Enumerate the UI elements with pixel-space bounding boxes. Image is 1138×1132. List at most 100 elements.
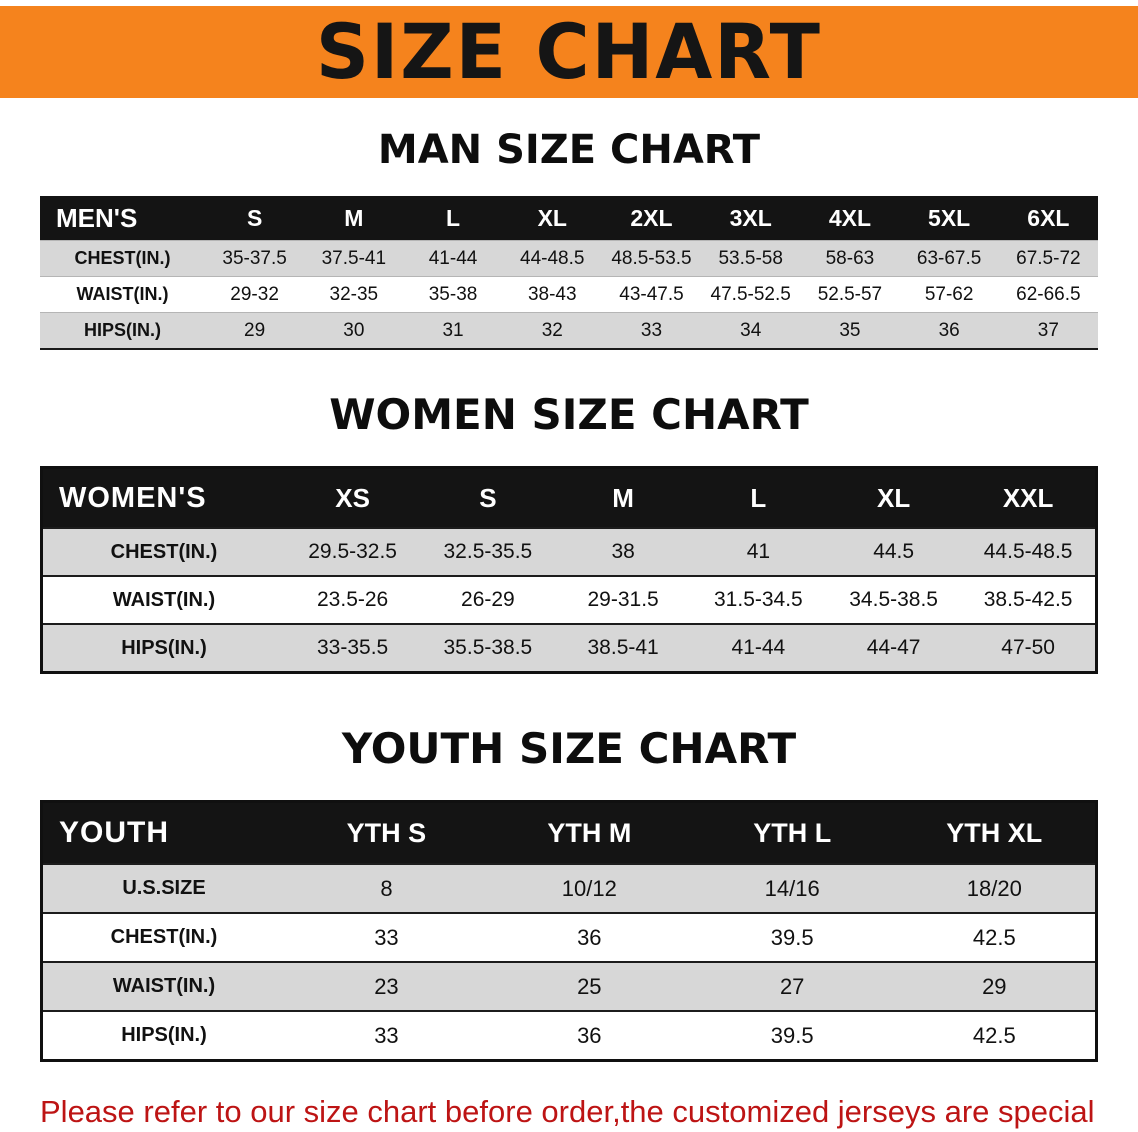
size-column-header: 2XL <box>601 196 702 241</box>
table-title-cell: WOMEN'S <box>41 467 285 528</box>
table-row: HIPS(IN.) 29 30 31 32 33 34 35 36 37 <box>40 312 1098 349</box>
size-value-cell: 25 <box>487 961 691 1011</box>
size-column-header: 6XL <box>998 196 1098 241</box>
row-label: CHEST(IN.) <box>41 527 285 576</box>
size-value-cell: 38-43 <box>502 276 602 313</box>
table-header-row: YOUTH YTH S YTH M YTH L YTH XL <box>41 801 1097 864</box>
size-value-cell: 34 <box>701 312 801 349</box>
size-column-header: YTH S <box>285 801 488 864</box>
table-row: HIPS(IN.) 33-35.5 35.5-38.5 38.5-41 41-44 44-… <box>41 623 1097 673</box>
row-label: CHEST(IN.) <box>41 912 285 962</box>
table-row: CHEST(IN.) 29.5-32.5 32.5-35.5 38 41 44.5 44.5… <box>41 527 1097 576</box>
youth-size-table: YOUTH YTH S YTH M YTH L YTH XL U.S.SIZE 8 10/12… <box>40 800 1098 1062</box>
size-value-cell: 38.5-42.5 <box>961 575 1097 624</box>
size-value-cell: 63-67.5 <box>899 240 999 277</box>
banner: SIZE CHART <box>0 6 1138 98</box>
size-column-header: 3XL <box>701 196 801 241</box>
size-value-cell: 31.5-34.5 <box>690 575 826 624</box>
footer-note: Please refer to our size chart before or… <box>40 1088 1102 1132</box>
size-value-cell: 26-29 <box>420 575 556 624</box>
size-chart-page: SIZE CHART MAN SIZE CHART MEN'S S M L XL 2XL 3… <box>0 6 1138 1132</box>
table-header-row: WOMEN'S XS S M L XL XXL <box>41 467 1097 528</box>
size-value-cell: 38.5-41 <box>555 623 691 673</box>
size-column-header: L <box>690 467 826 528</box>
size-value-cell: 38 <box>555 527 691 576</box>
row-label: WAIST(IN.) <box>41 575 285 624</box>
size-value-cell: 29 <box>205 312 305 349</box>
size-value-cell: 52.5-57 <box>800 276 900 313</box>
page-title: SIZE CHART <box>315 7 823 96</box>
size-value-cell: 27 <box>690 961 894 1011</box>
row-label: HIPS(IN.) <box>41 623 285 673</box>
size-value-cell: 33 <box>601 312 702 349</box>
size-value-cell: 44-48.5 <box>502 240 602 277</box>
row-label: U.S.SIZE <box>41 863 285 913</box>
size-value-cell: 41-44 <box>403 240 503 277</box>
size-column-header: YTH XL <box>893 801 1097 864</box>
size-value-cell: 44.5-48.5 <box>961 527 1097 576</box>
size-value-cell: 29.5-32.5 <box>285 527 421 576</box>
table-row: WAIST(IN.) 23.5-26 26-29 29-31.5 31.5-34.5 34… <box>41 575 1097 624</box>
size-column-header: YTH M <box>487 801 691 864</box>
size-value-cell: 67.5-72 <box>998 240 1098 277</box>
size-column-header: L <box>403 196 503 241</box>
row-label: HIPS(IN.) <box>41 1010 285 1061</box>
size-value-cell: 35-38 <box>403 276 503 313</box>
youth-section-heading: YOUTH SIZE CHART <box>341 724 797 773</box>
size-value-cell: 58-63 <box>800 240 900 277</box>
size-value-cell: 57-62 <box>899 276 999 313</box>
size-value-cell: 43-47.5 <box>601 276 702 313</box>
size-value-cell: 34.5-38.5 <box>826 575 962 624</box>
size-column-header: XL <box>826 467 962 528</box>
size-value-cell: 32.5-35.5 <box>420 527 556 576</box>
size-value-cell: 62-66.5 <box>998 276 1098 313</box>
size-value-cell: 32-35 <box>304 276 404 313</box>
size-value-cell: 29-32 <box>205 276 305 313</box>
table-header-row: MEN'S S M L XL 2XL 3XL 4XL 5XL 6XL <box>40 196 1098 241</box>
size-value-cell: 47-50 <box>961 623 1097 673</box>
size-value-cell: 31 <box>403 312 503 349</box>
size-value-cell: 35-37.5 <box>205 240 305 277</box>
size-value-cell: 37.5-41 <box>304 240 404 277</box>
size-value-cell: 35.5-38.5 <box>420 623 556 673</box>
size-column-header: XS <box>285 467 421 528</box>
size-column-header: XXL <box>961 467 1097 528</box>
size-value-cell: 36 <box>899 312 999 349</box>
size-value-cell: 42.5 <box>893 912 1097 962</box>
table-row: WAIST(IN.) 23 25 27 29 <box>41 961 1097 1011</box>
size-value-cell: 29-31.5 <box>555 575 691 624</box>
row-label: HIPS(IN.) <box>40 312 205 349</box>
size-value-cell: 33 <box>285 1010 488 1061</box>
size-value-cell: 33 <box>285 912 488 962</box>
size-value-cell: 36 <box>487 912 691 962</box>
size-column-header: XL <box>502 196 602 241</box>
size-value-cell: 41 <box>690 527 826 576</box>
size-value-cell: 8 <box>285 863 488 913</box>
size-value-cell: 33-35.5 <box>285 623 421 673</box>
table-row: CHEST(IN.) 33 36 39.5 42.5 <box>41 912 1097 962</box>
men-size-section: MAN SIZE CHART MEN'S S M L XL 2XL 3XL 4XL 5XL 6XL… <box>0 128 1138 350</box>
size-value-cell: 41-44 <box>690 623 826 673</box>
women-size-section: WOMEN SIZE CHART WOMEN'S XS S M L XL XXL CHEST(… <box>0 392 1138 674</box>
row-label: WAIST(IN.) <box>40 276 205 313</box>
size-value-cell: 44.5 <box>826 527 962 576</box>
row-label: WAIST(IN.) <box>41 961 285 1011</box>
size-value-cell: 42.5 <box>893 1010 1097 1061</box>
table-title-cell: YOUTH <box>41 801 285 864</box>
size-value-cell: 39.5 <box>690 912 894 962</box>
size-value-cell: 23 <box>285 961 488 1011</box>
table-row: HIPS(IN.) 33 36 39.5 42.5 <box>41 1010 1097 1061</box>
row-label: CHEST(IN.) <box>40 240 205 277</box>
women-size-table: WOMEN'S XS S M L XL XXL CHEST(IN.) 29.5-32.5 32.5… <box>40 466 1098 674</box>
women-section-heading: WOMEN SIZE CHART <box>329 390 809 439</box>
size-column-header: M <box>555 467 691 528</box>
table-row: U.S.SIZE 8 10/12 14/16 18/20 <box>41 863 1097 913</box>
size-value-cell: 53.5-58 <box>701 240 801 277</box>
size-value-cell: 47.5-52.5 <box>701 276 801 313</box>
size-value-cell: 44-47 <box>826 623 962 673</box>
size-value-cell: 48.5-53.5 <box>601 240 702 277</box>
size-column-header: 4XL <box>800 196 900 241</box>
size-column-header: S <box>420 467 556 528</box>
youth-size-section: YOUTH SIZE CHART YOUTH YTH S YTH M YTH L YTH… <box>0 726 1138 1062</box>
size-value-cell: 29 <box>893 961 1097 1011</box>
